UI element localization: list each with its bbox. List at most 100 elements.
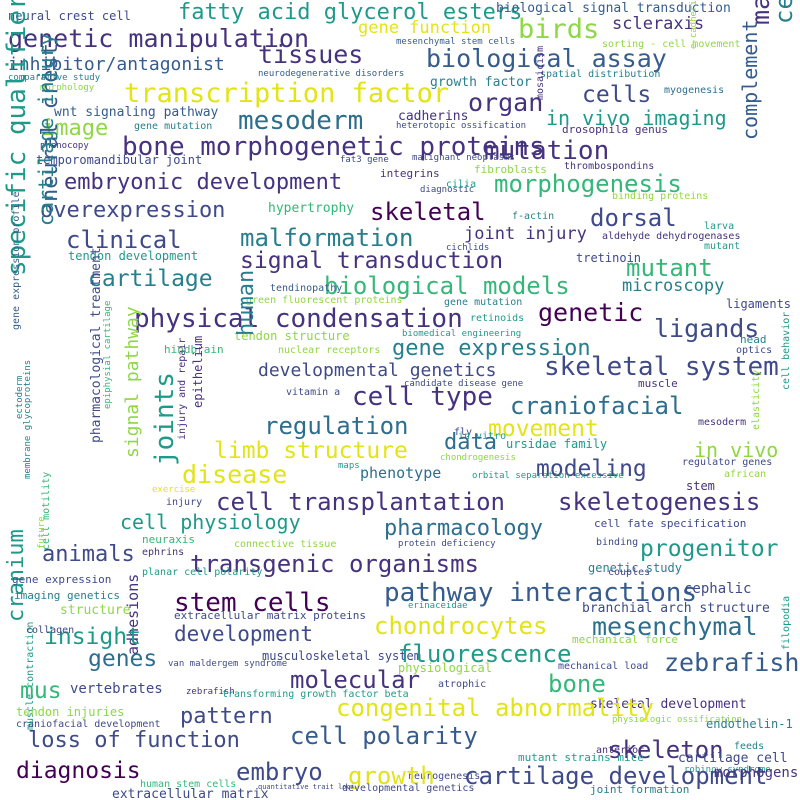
word-mutant: mutant xyxy=(626,254,713,282)
word-modeling: modeling xyxy=(536,456,647,482)
word-malignant-neoplasms: malignant neoplasms xyxy=(412,153,515,163)
word-mesenchymal: mesenchymal xyxy=(592,612,758,641)
word-membrane-glycoproteins: membrane glycoproteins xyxy=(23,359,33,479)
word-couples: couples xyxy=(608,567,651,578)
word-joints: joints xyxy=(150,372,180,466)
word-neurogenesis: neurogenesis xyxy=(408,771,481,782)
word-overexpression: overexpression xyxy=(40,198,226,223)
word-tendon-injuries: tendon injuries xyxy=(16,705,125,719)
word-biological-assay: biological assay xyxy=(426,44,667,73)
word-organ: organ xyxy=(468,88,544,117)
word-skeletal: skeletal xyxy=(370,198,486,226)
word-injury-and-repair: injury and repair xyxy=(177,337,188,440)
word-mutant-strains-mice: mutant strains mice xyxy=(518,751,644,764)
word-myogenesis: myogenesis xyxy=(664,85,725,96)
word-skeletal-system: skeletal system xyxy=(544,352,779,382)
word-exercise: exercise xyxy=(152,485,196,495)
word-phenocopy: phenocopy xyxy=(40,141,89,151)
word-biological-signal-transduction: biological signal transduction xyxy=(496,1,731,16)
word-cartilage: cartilage xyxy=(88,266,213,292)
word-cell-fate-specification: cell fate specification xyxy=(594,517,747,530)
word-physical-condensation: physical condensation xyxy=(134,304,463,334)
word-limb-structure: limb structure xyxy=(214,438,408,464)
word-tendinopathy: tendinopathy xyxy=(270,283,343,294)
word-connective-tissue: connective tissue xyxy=(234,539,337,550)
word-protein-deficiency: protein deficiency xyxy=(398,539,496,549)
word-green-fluorescent-proteins: green fluorescent proteins xyxy=(246,295,403,306)
word-comparative-study: comparative study xyxy=(8,73,101,83)
word-orbital-separation-excessive: orbital separation excessive xyxy=(472,471,624,481)
word-mutant: mutant xyxy=(704,241,741,252)
word-craniofacial: craniofacial xyxy=(510,392,684,420)
word-feeds: feeds xyxy=(734,741,765,752)
word-fluorescence: fluorescence xyxy=(398,640,572,668)
word-data: data xyxy=(444,430,497,455)
word-structure: structure xyxy=(60,603,131,618)
word-sorting-cell-movement: sorting - cell movement xyxy=(602,39,741,50)
word-aldehyde-dehydrogenases: aldehyde dehydrogenases xyxy=(602,231,741,242)
word-planar-cell-polarity: planar cell polarity xyxy=(142,567,263,578)
word-molecular: molecular xyxy=(290,666,421,694)
word-diagnosis: diagnosis xyxy=(16,758,141,784)
word-retinoids: retinoids xyxy=(470,313,525,324)
word-genetic: genetic xyxy=(538,298,644,327)
word-morphogenesis: morphogenesis xyxy=(494,170,682,198)
word-biomedical-engineering: biomedical engineering xyxy=(402,329,522,339)
word-joint-formation: joint formation xyxy=(590,783,690,796)
word-ligands: ligands xyxy=(654,314,760,343)
word-regulation: regulation xyxy=(264,412,409,440)
word-filopodia: filopodia xyxy=(781,595,792,650)
word-mesoderm: mesoderm xyxy=(238,106,364,136)
word-stem: stem xyxy=(686,479,715,493)
word-e-cadherin: e-cadherin xyxy=(689,0,699,49)
word-embryonic-development: embryonic development xyxy=(64,170,343,195)
word-transforming-growth-factor-beta: transforming growth factor beta xyxy=(222,689,409,700)
word-human-stem-cells: human stem cells xyxy=(140,779,237,790)
word-chondrogenesis: chondrogenesis xyxy=(440,453,516,463)
word-developmental-genetics: developmental genetics xyxy=(342,783,475,794)
word-loss-of-function: loss of function xyxy=(28,728,240,753)
word-neural-crest-cell: neural crest cell xyxy=(8,9,131,23)
word-pharmacological-treatment: pharmacological treatment xyxy=(89,247,104,443)
word-morphogens: morphogens xyxy=(714,765,799,781)
word-cell-physiology: cell physiology xyxy=(120,510,301,534)
word-mutation: mutation xyxy=(484,136,610,166)
word-skeleton: skeleton xyxy=(608,736,724,764)
word-morphology: morphology xyxy=(40,83,95,93)
word-inhibitor-antagonist: inhibitor/antagonist xyxy=(8,54,225,75)
word-scleraxis: scleraxis xyxy=(612,14,705,34)
word-mus: mus xyxy=(20,678,62,704)
word-cilia: cilia xyxy=(446,179,477,190)
word-cell-transplantation: cell transplantation xyxy=(216,488,505,516)
word-hindbrain: hindbrain xyxy=(164,343,224,356)
word-cartilage-injury: cartilage injury xyxy=(34,33,58,226)
word-zebrafish: zebrafish xyxy=(664,648,800,677)
word-fly: fly xyxy=(454,427,473,438)
word-ursidae-family: ursidae family xyxy=(506,437,608,451)
word-physiological: physiological xyxy=(398,661,492,675)
word-integrins: integrins xyxy=(380,167,440,180)
word-stem-cells: stem cells xyxy=(174,588,331,618)
word-maps: maps xyxy=(338,461,360,471)
word-growth-factor: growth factor xyxy=(430,75,532,90)
word-african: african xyxy=(724,469,767,480)
word-embryo: embryo xyxy=(236,758,323,786)
word-pathway-interactions: pathway interactions xyxy=(384,578,698,608)
word-genetic-manipulation: genetic manipulation xyxy=(8,24,310,53)
word-epiphysial-cartilage: epiphysial cartilage xyxy=(103,300,113,409)
word-epithelium: epithelium xyxy=(191,335,205,408)
word-extracellular-matrix-proteins: extracellular matrix proteins xyxy=(174,609,367,622)
word-larva: larva xyxy=(704,221,735,232)
word-developmental-genetics: developmental genetics xyxy=(258,360,497,381)
word-imaging-genetics: imaging genetics xyxy=(14,589,120,602)
word-phenotype: phenotype xyxy=(360,464,442,482)
word-biological-models: biological models xyxy=(324,272,570,300)
word-drosophila-genus: drosophila genus xyxy=(562,123,668,136)
word-image: image xyxy=(42,116,109,141)
word-muscle: muscle xyxy=(638,377,678,390)
word-van-maldergem-syndrome: van maldergem syndrome xyxy=(168,659,288,669)
word-bone-morphogenetic-proteins: bone morphogenetic proteins xyxy=(122,132,545,162)
word-collagen: collagen xyxy=(26,625,75,636)
word-pattern: pattern xyxy=(180,704,273,729)
